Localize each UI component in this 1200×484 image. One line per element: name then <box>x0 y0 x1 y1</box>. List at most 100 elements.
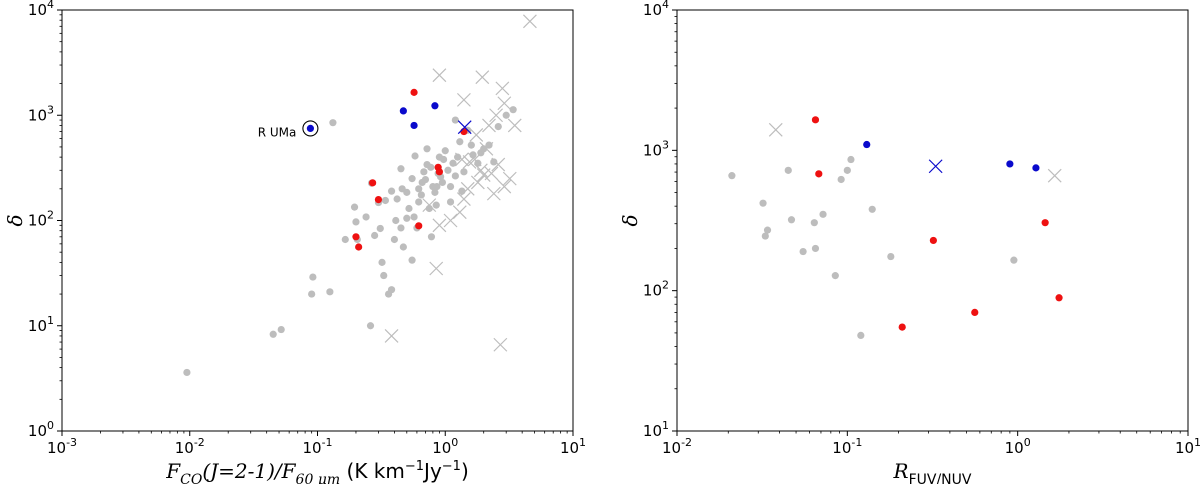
data-point <box>460 168 468 176</box>
data-point <box>485 141 493 149</box>
data-point <box>277 325 285 334</box>
data-point <box>887 252 895 261</box>
y-tick-label: 100 <box>28 419 54 440</box>
data-point <box>759 199 767 207</box>
data-point <box>371 231 379 240</box>
data-point <box>1055 294 1063 302</box>
data-point <box>352 233 360 241</box>
data-point <box>378 258 386 266</box>
data-point <box>449 159 457 167</box>
data-point <box>831 272 839 280</box>
data-point <box>433 182 441 191</box>
data-point <box>480 145 488 153</box>
data-point-x <box>473 163 488 178</box>
data-point-x <box>429 261 444 276</box>
data-point-x <box>475 70 490 85</box>
data-point-x <box>479 141 494 156</box>
x-tick-label: 10-1 <box>832 436 862 457</box>
data-point-x <box>484 166 499 181</box>
data-point <box>392 216 400 225</box>
data-point-x <box>486 186 501 201</box>
data-point-x <box>493 337 508 352</box>
data-point <box>843 166 851 174</box>
series-red-dot <box>352 88 468 251</box>
data-point <box>350 203 359 211</box>
y-axis-label: δ <box>3 214 27 226</box>
series-blue-x <box>457 120 472 135</box>
series-grey-dot <box>728 155 1018 339</box>
series-black-circle <box>302 120 319 137</box>
data-point <box>308 290 316 298</box>
ticks: 10-3 10-2 10-1 100 101 100 101 102 103 104 <box>28 0 586 457</box>
data-point <box>811 244 820 253</box>
y-tick-label: 103 <box>28 103 54 124</box>
data-point <box>811 116 820 124</box>
data-point-x <box>457 120 472 135</box>
series-red-dot <box>811 116 1063 331</box>
point-annotation: R UMa <box>258 125 297 139</box>
y-tick-label: 104 <box>643 0 669 19</box>
data-point <box>494 123 502 131</box>
data-point <box>763 226 772 234</box>
series-grey-dot <box>183 106 517 377</box>
data-point <box>408 256 416 264</box>
data-point <box>441 147 449 155</box>
left-scatter-plot: 10-3 10-2 10-1 100 101 100 101 102 103 104 δ FCO(J=… <box>3 0 586 484</box>
x-tick-label: 10-2 <box>175 436 205 457</box>
data-point <box>728 172 736 180</box>
data-point <box>390 235 399 244</box>
data-point <box>403 214 411 222</box>
x-tick-label: 100 <box>432 436 458 457</box>
data-point <box>423 145 431 153</box>
data-point <box>439 155 448 164</box>
data-point <box>1041 219 1049 227</box>
data-point <box>397 224 405 232</box>
data-point <box>341 235 349 244</box>
y-tick-label: 104 <box>28 0 54 19</box>
data-point-x <box>456 92 471 107</box>
data-point <box>415 185 423 193</box>
plot-frame <box>676 9 1189 432</box>
data-point <box>362 213 370 221</box>
data-point <box>326 288 334 296</box>
x-tick-label: 10-2 <box>662 436 692 457</box>
y-tick-label: 102 <box>28 209 54 230</box>
data-point <box>446 182 455 191</box>
data-point <box>863 140 871 149</box>
data-point <box>971 308 979 317</box>
data-point <box>408 175 416 183</box>
data-point <box>446 198 455 206</box>
series-blue-x <box>928 159 943 174</box>
data-point <box>467 141 475 149</box>
data-point <box>418 178 426 187</box>
data-point-x <box>462 155 477 169</box>
data-point <box>898 323 906 331</box>
right-scatter-plot: 10-2 10-1 100 101 101 102 103 104 δ RFUV/NUV <box>618 0 1200 484</box>
data-point-x <box>456 192 471 206</box>
series-grey-x <box>768 122 1062 183</box>
x-axis-label: RFUV/NUV <box>893 459 972 484</box>
data-point <box>509 106 517 114</box>
data-point <box>405 204 413 213</box>
y-tick-label: 103 <box>643 138 669 159</box>
data-point <box>269 330 277 338</box>
data-point <box>399 243 407 251</box>
data-markers <box>728 116 1063 339</box>
data-point <box>381 196 389 205</box>
data-point <box>815 170 823 178</box>
data-point <box>352 218 360 226</box>
data-point <box>399 107 407 115</box>
data-point <box>799 247 807 256</box>
x-tick-label: 101 <box>1175 436 1200 457</box>
data-point <box>431 102 439 110</box>
data-point-x <box>502 171 517 186</box>
data-markers <box>183 14 537 377</box>
data-point <box>425 204 433 213</box>
data-point <box>432 201 440 209</box>
data-point <box>306 124 315 132</box>
data-point-x <box>507 118 522 133</box>
data-point <box>397 165 405 173</box>
x-axis-label: FCO(J=2-1)/F60 μm (K km−1Jy−1) <box>165 459 469 484</box>
data-point <box>420 168 428 176</box>
data-point-x <box>928 159 943 174</box>
